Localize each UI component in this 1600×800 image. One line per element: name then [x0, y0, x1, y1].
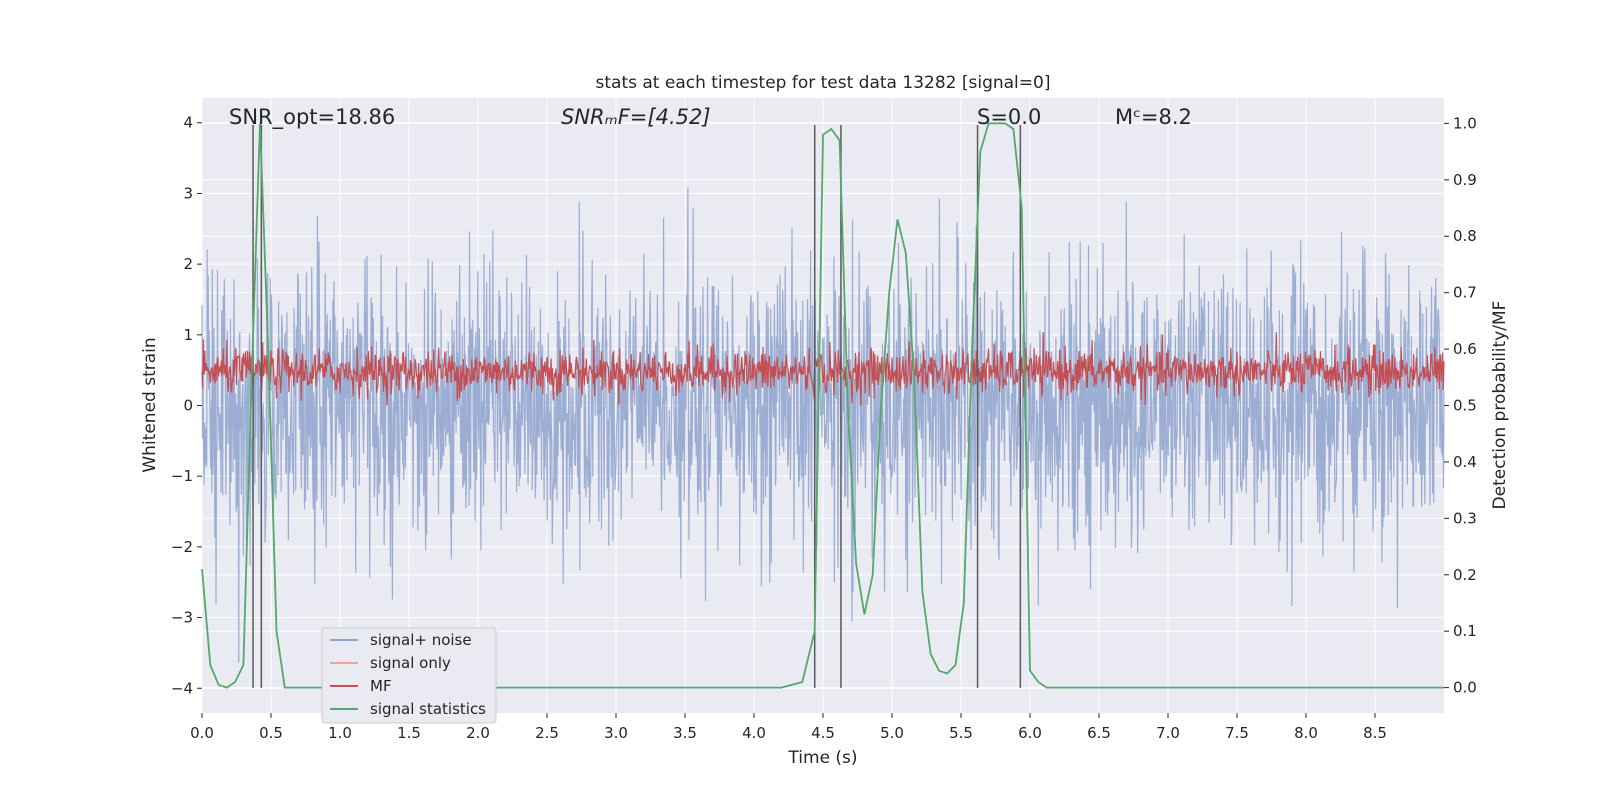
y2-axis-title: Detection probability/MF	[1490, 301, 1510, 510]
y2-tick-label-5: 0.5	[1453, 397, 1477, 415]
y2-tick-label-10: 0.0	[1453, 679, 1477, 697]
annotation-mc: Mᶜ=8.2	[1115, 105, 1192, 129]
x-tick-label-17: 8.5	[1363, 724, 1387, 742]
annotation-s: S=0.0	[977, 105, 1041, 129]
y2-tick-label-1: 0.9	[1453, 171, 1477, 189]
y-tick-label-8: −4	[171, 679, 193, 697]
y-tick-label-6: −2	[171, 538, 193, 556]
legend-label-signal-statistics: signal statistics	[370, 700, 486, 718]
signal-statistics-line	[201, 122, 1444, 689]
legend-label-signal-only: signal only	[370, 654, 451, 672]
y-tick-label-7: −3	[171, 609, 193, 627]
legend-box	[321, 627, 497, 724]
y-tick-label-0: 4	[183, 114, 193, 132]
x-tick-label-5: 2.5	[535, 724, 559, 742]
mf-series	[201, 332, 1445, 406]
x-tick-label-3: 1.5	[397, 724, 421, 742]
annotation-snr-mf: SNRₘF=[4.52]	[561, 105, 711, 129]
y-tick-label-4: 0	[183, 397, 193, 415]
x-tick-label-14: 7.0	[1156, 724, 1180, 742]
x-tick-label-0: 0.0	[190, 724, 214, 742]
x-tick-label-8: 4.0	[742, 724, 766, 742]
y-tick-label-3: 1	[183, 326, 193, 344]
legend-label-mf: MF	[370, 677, 392, 695]
x-tick-label-10: 5.0	[880, 724, 904, 742]
axis-ticks: 0.0 0.5 1.0 1.5 2.0 2.5 3.0 3.5 4.0 4.5 5.0 5.5 6.0 6…	[171, 114, 1477, 742]
y-tick-label-1: 3	[183, 184, 193, 202]
x-tick-label-13: 6.5	[1087, 724, 1111, 742]
x-tick-label-7: 3.5	[673, 724, 697, 742]
y2-tick-label-7: 0.3	[1453, 509, 1477, 527]
x-tick-label-4: 2.0	[466, 724, 490, 742]
y-tick-label-5: −1	[171, 467, 193, 485]
x-tick-label-6: 3.0	[604, 724, 628, 742]
signal-noise-series	[201, 187, 1445, 663]
x-tick-label-12: 6.0	[1018, 724, 1042, 742]
x-tick-label-2: 1.0	[328, 724, 352, 742]
y2-tick-label-3: 0.7	[1453, 284, 1477, 302]
y2-tick-label-0: 1.0	[1453, 114, 1477, 132]
y2-tick-label-9: 0.1	[1453, 622, 1477, 640]
x-tick-label-16: 8.0	[1294, 724, 1318, 742]
x-tick-label-15: 7.5	[1225, 724, 1249, 742]
y2-tick-label-2: 0.8	[1453, 227, 1477, 245]
legend-label-signal-noise: signal+ noise	[370, 631, 472, 649]
legend: signal+ noise signal only MF signal stat…	[321, 627, 497, 724]
y2-tick-label-8: 0.2	[1453, 566, 1477, 584]
y2-tick-label-6: 0.4	[1453, 453, 1477, 471]
y-tick-label-2: 2	[183, 255, 193, 273]
x-tick-label-11: 5.5	[949, 724, 973, 742]
y-axis-title: Whitened strain	[140, 337, 160, 472]
x-axis-title: Time (s)	[787, 748, 857, 768]
x-tick-label-1: 0.5	[259, 724, 283, 742]
y2-tick-label-4: 0.6	[1453, 340, 1477, 358]
signal-statistics-series	[201, 122, 1444, 689]
x-tick-label-9: 4.5	[811, 724, 835, 742]
mf-line	[201, 332, 1445, 406]
annotation-snr-opt: SNR_opt=18.86	[229, 105, 395, 130]
signal-noise-line	[201, 187, 1445, 663]
chart-title: stats at each timestep for test data 132…	[596, 73, 1051, 93]
